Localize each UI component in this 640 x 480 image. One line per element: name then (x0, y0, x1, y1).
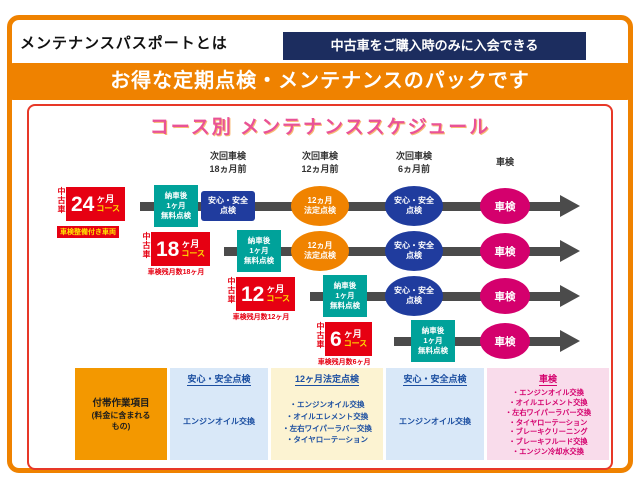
event-delivery-free-check: 納車後 1ヶ月 無料点検 (323, 275, 367, 317)
main-banner: お得な定期点検・メンテナンスのパックです (11, 63, 629, 100)
course-note: 車検残月数18ヶ月 (147, 269, 205, 276)
course-note: 車検整備付き車両 (57, 226, 119, 238)
event-shaken: 車検 (480, 188, 530, 224)
work-table-col-safety-check-2: 安心・安全点検 エンジンオイル交換 (386, 368, 484, 460)
work-item: ・エンジン冷却水交換 (512, 446, 584, 456)
course-box: 12 ヶ月 コース (236, 277, 295, 311)
event-shaken: 車検 (480, 278, 530, 314)
event-safety-check: 安心・安全 点検 (201, 191, 255, 221)
outer-frame (7, 15, 633, 473)
course-note: 車検残月数12ヶ月 (232, 314, 290, 321)
work-item: エンジンオイル交換 (399, 417, 471, 427)
timeline-header-shaken: 車検 (495, 157, 514, 167)
course-note: 車検残月数6ヶ月 (317, 359, 371, 366)
event-12month-legal-check: 12ヵ月 法定点検 (291, 186, 349, 226)
work-item: ・エンジンオイル交換 (512, 388, 584, 398)
included-work-table: 付帯作業項目 (料金に含まれる もの) 安心・安全点検 エンジンオイル交換 12… (75, 368, 609, 460)
work-table-row-header: 付帯作業項目 (料金に含まれる もの) (75, 368, 167, 460)
work-table-col-safety-check-1: 安心・安全点検 エンジンオイル交換 (170, 368, 268, 460)
work-item: ・オイルエレメント交換 (285, 411, 369, 421)
course-box: 6 ヶ月 コース (325, 322, 373, 356)
event-safety-check: 安心・安全 点検 (385, 276, 443, 316)
event-safety-check: 安心・安全 点検 (385, 186, 443, 226)
work-table-col-shaken: 車検 ・エンジンオイル交換 ・オイルエレメント交換 ・左右ワイパーラバー交換 ・… (487, 368, 609, 460)
event-12month-legal-check: 12ヵ月 法定点検 (291, 231, 349, 271)
work-item: ・オイルエレメント交換 (508, 398, 588, 408)
event-delivery-free-check: 納車後 1ヶ月 無料点検 (154, 185, 198, 227)
course-prefix: 中古車 (316, 322, 325, 349)
work-item: ・タイヤローテーション (508, 417, 588, 427)
event-delivery-free-check: 納車後 1ヶ月 無料点検 (411, 320, 455, 362)
event-shaken: 車検 (480, 233, 530, 269)
work-item: ・ブレーキクリーニング (508, 427, 588, 437)
course-prefix: 中古車 (57, 187, 66, 214)
work-item: ・ブレーキフルード交換 (508, 437, 588, 447)
condition-banner: 中古車をご購入時のみに入会できる (283, 32, 586, 60)
work-table-col-12month-legal: 12ヶ月法定点検 ・エンジンオイル交換 ・オイルエレメント交換 ・左右ワイパーラ… (271, 368, 383, 460)
event-safety-check: 安心・安全 点検 (385, 231, 443, 271)
course-label-12: 中古車 12 ヶ月 コース 車検残月数12ヶ月 (227, 277, 295, 322)
timeline-header-12m: 次回車検 12ヵ月前 (301, 151, 339, 174)
timeline-arrow (140, 195, 580, 217)
work-item: エンジンオイル交換 (183, 417, 255, 427)
course-prefix: 中古車 (142, 232, 151, 259)
course-label-6: 中古車 6 ヶ月 コース 車検残月数6ヶ月 (316, 322, 373, 367)
work-item: ・左右ワイパーラバー交換 (504, 407, 592, 417)
timeline-header-18m: 次回車検 18ヵ月前 (209, 151, 247, 174)
work-item: ・エンジンオイル交換 (289, 400, 365, 410)
course-box: 18 ヶ月 コース (151, 232, 210, 266)
work-item: ・左右ワイパーラバー交換 (282, 423, 372, 433)
intro-label: メンテナンスパスポートとは (20, 35, 228, 52)
event-delivery-free-check: 納車後 1ヶ月 無料点検 (237, 230, 281, 272)
event-shaken: 車検 (480, 323, 530, 359)
course-prefix: 中古車 (227, 277, 236, 304)
timeline-arrow (394, 330, 580, 352)
course-label-18: 中古車 18 ヶ月 コース 車検残月数18ヶ月 (142, 232, 210, 277)
course-label-24: 中古車 24 ヶ月 コース 車検整備付き車両 (57, 187, 125, 239)
timeline-header-6m: 次回車検 6ヵ月前 (395, 151, 432, 174)
work-item: ・タイヤローテーション (285, 435, 369, 445)
schedule-title: コース別 メンテナンススケジュール (149, 117, 491, 138)
course-box: 24 ヶ月 コース (66, 187, 125, 221)
